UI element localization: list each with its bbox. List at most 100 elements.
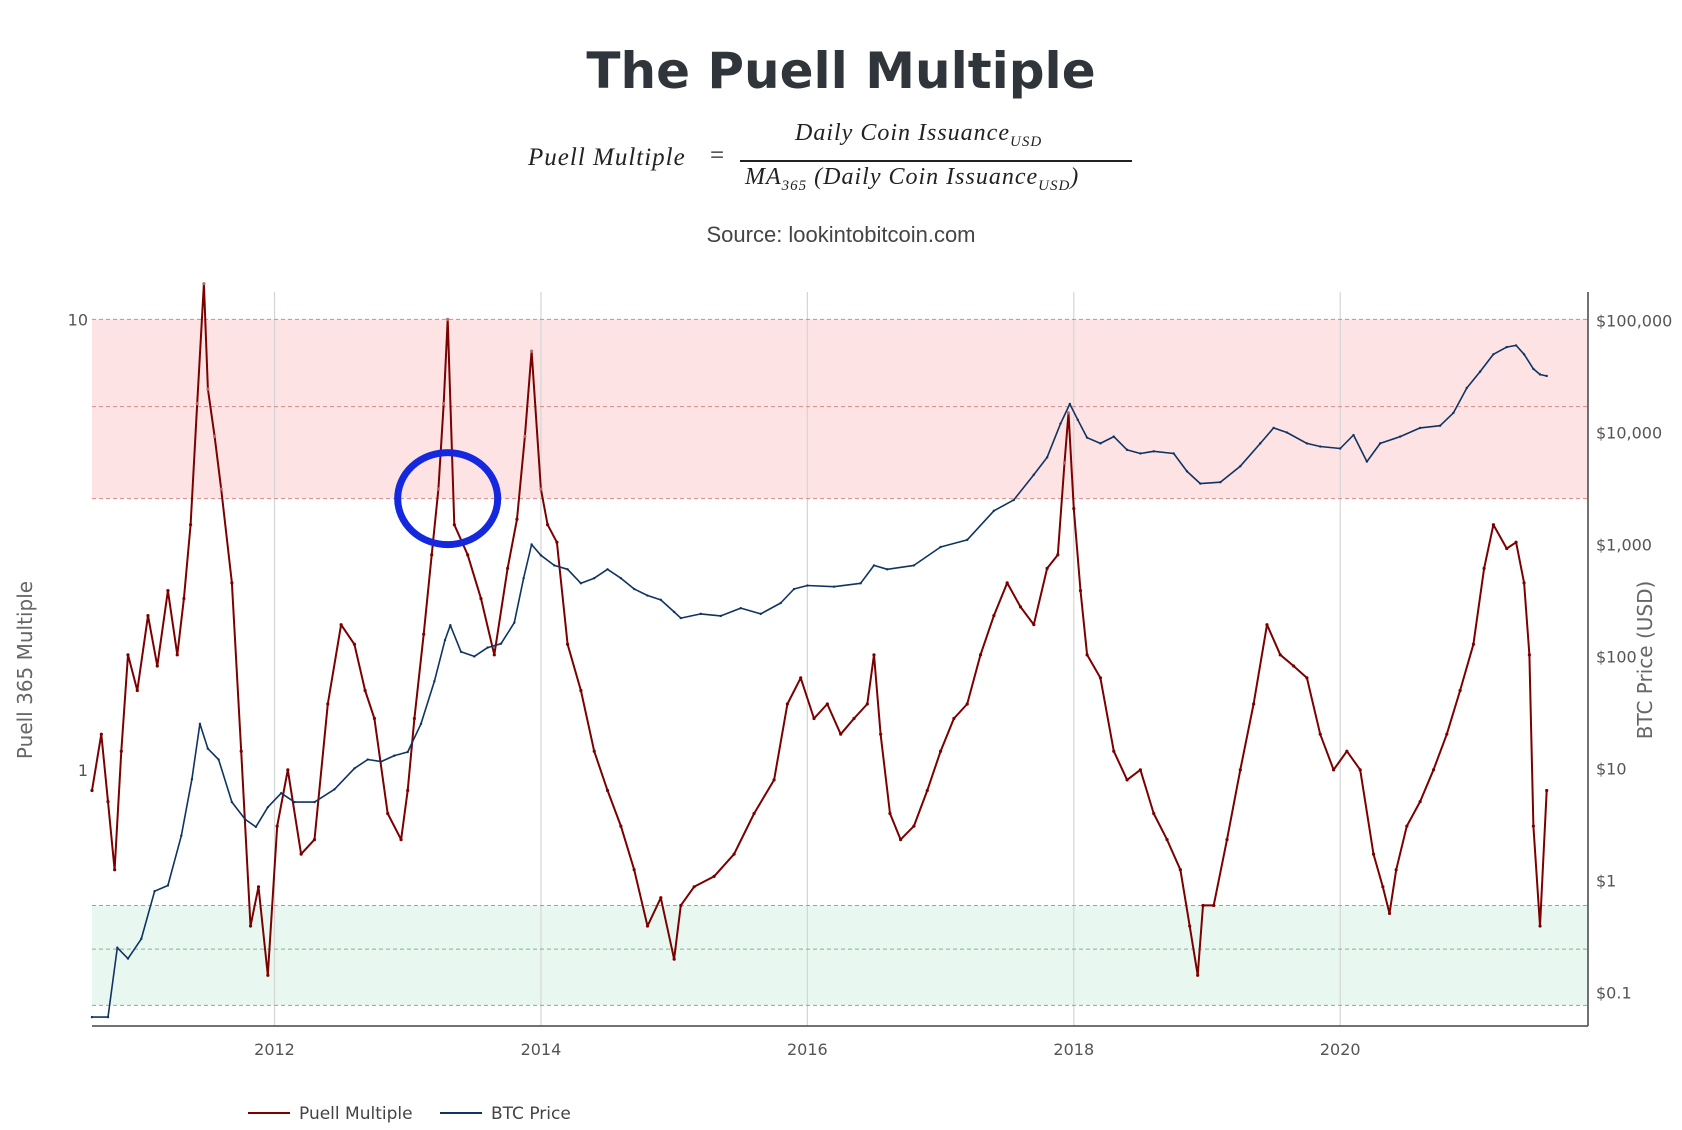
point-puell-multiple	[1482, 566, 1486, 570]
point-btc-price	[806, 584, 809, 587]
point-btc-price	[313, 800, 316, 804]
point-puell-multiple	[1371, 852, 1376, 856]
point-btc-price	[1219, 481, 1222, 484]
point-puell-multiple	[1381, 885, 1385, 889]
point-puell-multiple	[1305, 676, 1309, 680]
point-btc-price	[486, 646, 489, 649]
point-puell-multiple	[1522, 581, 1526, 585]
point-btc-price	[1438, 424, 1442, 427]
point-btc-price	[1059, 422, 1062, 425]
point-puell-multiple	[1125, 778, 1129, 782]
point-btc-price	[1378, 442, 1382, 445]
formula: Puell Multiple = Daily Coin IssuanceUSD …	[0, 120, 1682, 200]
point-btc-price	[912, 564, 916, 567]
point-btc-price	[116, 946, 119, 949]
point-puell-multiple	[712, 874, 716, 879]
point-btc-price	[1505, 345, 1508, 349]
point-puell-multiple	[579, 688, 583, 693]
y-left-tick-10: 10	[68, 310, 88, 329]
point-puell-multiple	[1066, 411, 1071, 415]
point-puell-multiple	[436, 487, 440, 491]
point-btc-price	[513, 621, 516, 624]
point-puell-multiple	[1056, 553, 1060, 557]
point-btc-price	[449, 624, 452, 627]
point-btc-price	[1285, 431, 1289, 434]
point-puell-multiple	[1445, 732, 1449, 736]
point-btc-price	[1305, 442, 1309, 445]
x-tick-2014: 2014	[521, 1040, 562, 1059]
point-btc-price	[293, 800, 296, 804]
point-btc-price	[632, 587, 636, 591]
point-puell-multiple	[539, 487, 543, 491]
point-btc-price	[393, 754, 396, 757]
point-btc-price	[406, 750, 409, 754]
point-btc-price	[1492, 353, 1495, 356]
point-puell-multiple	[90, 788, 94, 793]
point-btc-price	[353, 767, 356, 770]
point-btc-price	[1125, 448, 1129, 452]
point-puell-multiple	[799, 676, 803, 680]
point-btc-price	[659, 598, 663, 602]
point-btc-price	[198, 722, 202, 726]
point-puell-multiple	[256, 885, 261, 889]
point-puell-multiple	[202, 282, 206, 286]
point-puell-multiple	[286, 768, 290, 772]
point-puell-multiple	[175, 653, 179, 657]
point-btc-price	[1112, 435, 1115, 438]
y-left-axis-label: Puell 365 Multiple	[13, 581, 37, 759]
point-btc-price	[106, 1015, 110, 1019]
point-puell-multiple	[372, 716, 377, 721]
point-btc-price	[140, 937, 143, 941]
point-btc-price	[1032, 473, 1036, 476]
point-btc-price	[1465, 386, 1468, 390]
point-puell-multiple	[1458, 688, 1462, 693]
point-puell-multiple	[326, 702, 330, 706]
point-puell-multiple	[1505, 546, 1509, 551]
point-puell-multiple	[106, 800, 110, 804]
point-btc-price	[886, 568, 889, 571]
point-puell-multiple	[1188, 924, 1192, 928]
point-puell-multiple	[363, 688, 367, 693]
point-puell-multiple	[1178, 868, 1182, 872]
point-puell-multiple	[188, 523, 193, 527]
point-btc-price	[1522, 353, 1526, 356]
point-btc-price	[872, 564, 876, 567]
point-btc-price	[1185, 470, 1189, 473]
point-btc-price	[266, 806, 270, 809]
point-btc-price	[672, 610, 676, 614]
y-right-tick: $10,000	[1596, 424, 1662, 443]
point-puell-multiple	[386, 811, 390, 816]
point-btc-price	[153, 889, 156, 893]
point-puell-multiple	[772, 778, 776, 782]
point-btc-price	[1352, 433, 1355, 437]
point-btc-price	[1239, 465, 1242, 468]
point-puell-multiple	[1252, 702, 1256, 706]
formula-equals: =	[710, 142, 725, 169]
point-puell-multiple	[545, 523, 550, 527]
point-btc-price	[992, 509, 996, 512]
point-puell-multiple	[812, 716, 816, 721]
point-puell-multiple	[1032, 623, 1036, 627]
point-btc-price	[433, 680, 436, 683]
series-layer	[90, 282, 1549, 1019]
point-puell-multiple	[466, 553, 470, 557]
point-btc-price	[759, 612, 762, 616]
point-btc-price	[679, 616, 683, 620]
point-puell-multiple	[1005, 581, 1009, 585]
point-puell-multiple	[672, 957, 676, 961]
point-btc-price	[1139, 452, 1142, 455]
point-puell-multiple	[1345, 749, 1349, 753]
point-puell-multiple	[1201, 903, 1205, 908]
x-tick-2012: 2012	[254, 1040, 295, 1059]
x-ticks: 2012 2014 2016 2018 2020	[254, 1040, 1360, 1059]
point-puell-multiple	[679, 903, 683, 908]
point-puell-multiple	[1278, 653, 1282, 657]
point-puell-multiple	[206, 387, 210, 391]
point-btc-price	[1452, 411, 1455, 415]
point-btc-price	[1365, 460, 1369, 463]
y-right-tick: $100,000	[1596, 312, 1672, 331]
point-puell-multiple	[888, 811, 892, 816]
point-btc-price	[1259, 442, 1262, 445]
point-puell-multiple	[312, 838, 317, 842]
point-puell-multiple	[212, 434, 217, 438]
